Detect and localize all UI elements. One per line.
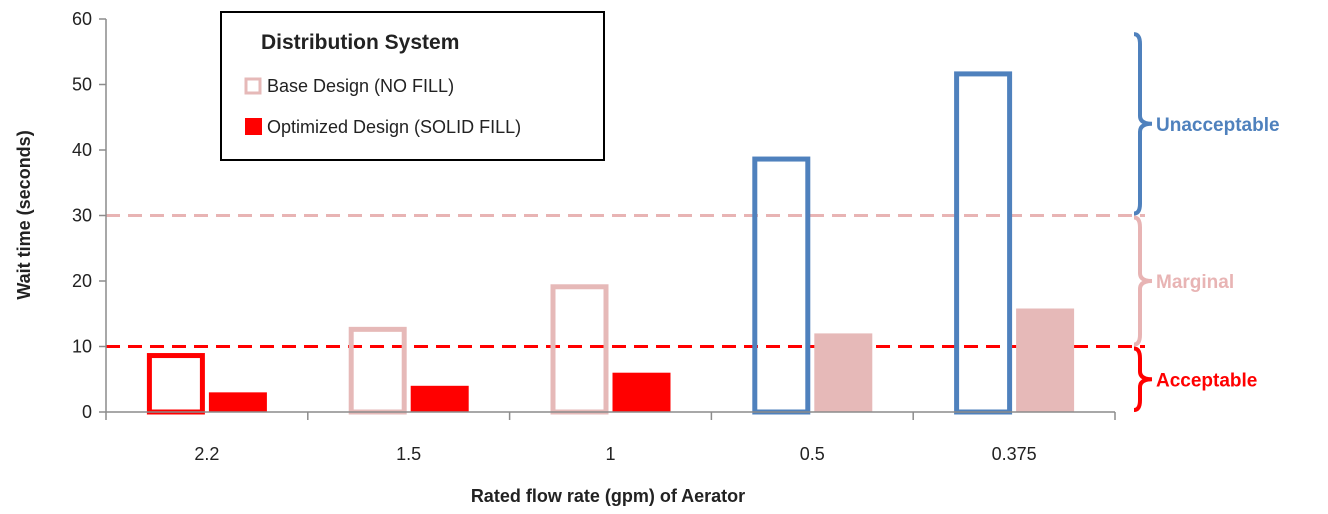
y-tick-label-50: 50 [72, 75, 92, 95]
legend: Distribution System Base Design (NO FILL)… [220, 11, 605, 161]
bars [146, 71, 1075, 415]
y-tick-label-30: 30 [72, 206, 92, 226]
bar-base-2.2 [146, 353, 205, 415]
zone-label-unacceptable: Unacceptable [1156, 115, 1280, 136]
y-tick-label-40: 40 [72, 140, 92, 160]
zone-brace-unacceptable [1133, 32, 1153, 216]
x-tick-label-1.5: 1.5 [396, 444, 421, 464]
zone-label-marginal: Marginal [1156, 272, 1234, 293]
zone-label-acceptable: Acceptable [1156, 370, 1257, 391]
x-tick-label-2.2: 2.2 [194, 444, 219, 464]
legend-swatch-base [244, 77, 262, 95]
x-tick-label-0.5: 0.5 [800, 444, 825, 464]
bar-optimized-2.2 [208, 392, 267, 412]
threshold-lines [106, 214, 1145, 348]
bar-optimized-0.5 [814, 333, 873, 412]
y-tick-label-0: 0 [82, 402, 92, 422]
zone-annotations: Unacceptable Marginal Acceptable [1133, 32, 1280, 412]
zone-brace-acceptable [1133, 346, 1153, 412]
legend-label-optimized: Optimized Design (SOLID FILL) [267, 117, 521, 137]
bar-base-1.5 [348, 326, 407, 415]
bar-base-0.5 [752, 156, 811, 415]
y-axis-title: Wait time (seconds) [14, 130, 34, 299]
y-tick-label-60: 60 [72, 9, 92, 29]
bar-optimized-0.375 [1016, 308, 1075, 412]
y-tick-label-10: 10 [72, 337, 92, 357]
legend-title: Distribution System [261, 31, 459, 54]
x-tick-label-1: 1 [605, 444, 615, 464]
legend-swatch-optimized [245, 118, 262, 135]
legend-box [220, 11, 605, 161]
axes: 0 10 20 30 40 50 60 2.2 1.5 1 0.5 0.375 [72, 9, 1116, 464]
zone-brace-marginal [1133, 215, 1153, 347]
bar-optimized-1 [612, 372, 671, 412]
bar-optimized-1.5 [410, 385, 469, 412]
x-axis-title: Rated flow rate (gpm) of Aerator [471, 486, 745, 506]
y-tick-label-20: 20 [72, 271, 92, 291]
bar-base-1 [550, 284, 609, 415]
legend-label-base: Base Design (NO FILL) [267, 76, 454, 96]
x-tick-label-0.375: 0.375 [992, 444, 1037, 464]
bar-base-0.375 [954, 71, 1013, 415]
